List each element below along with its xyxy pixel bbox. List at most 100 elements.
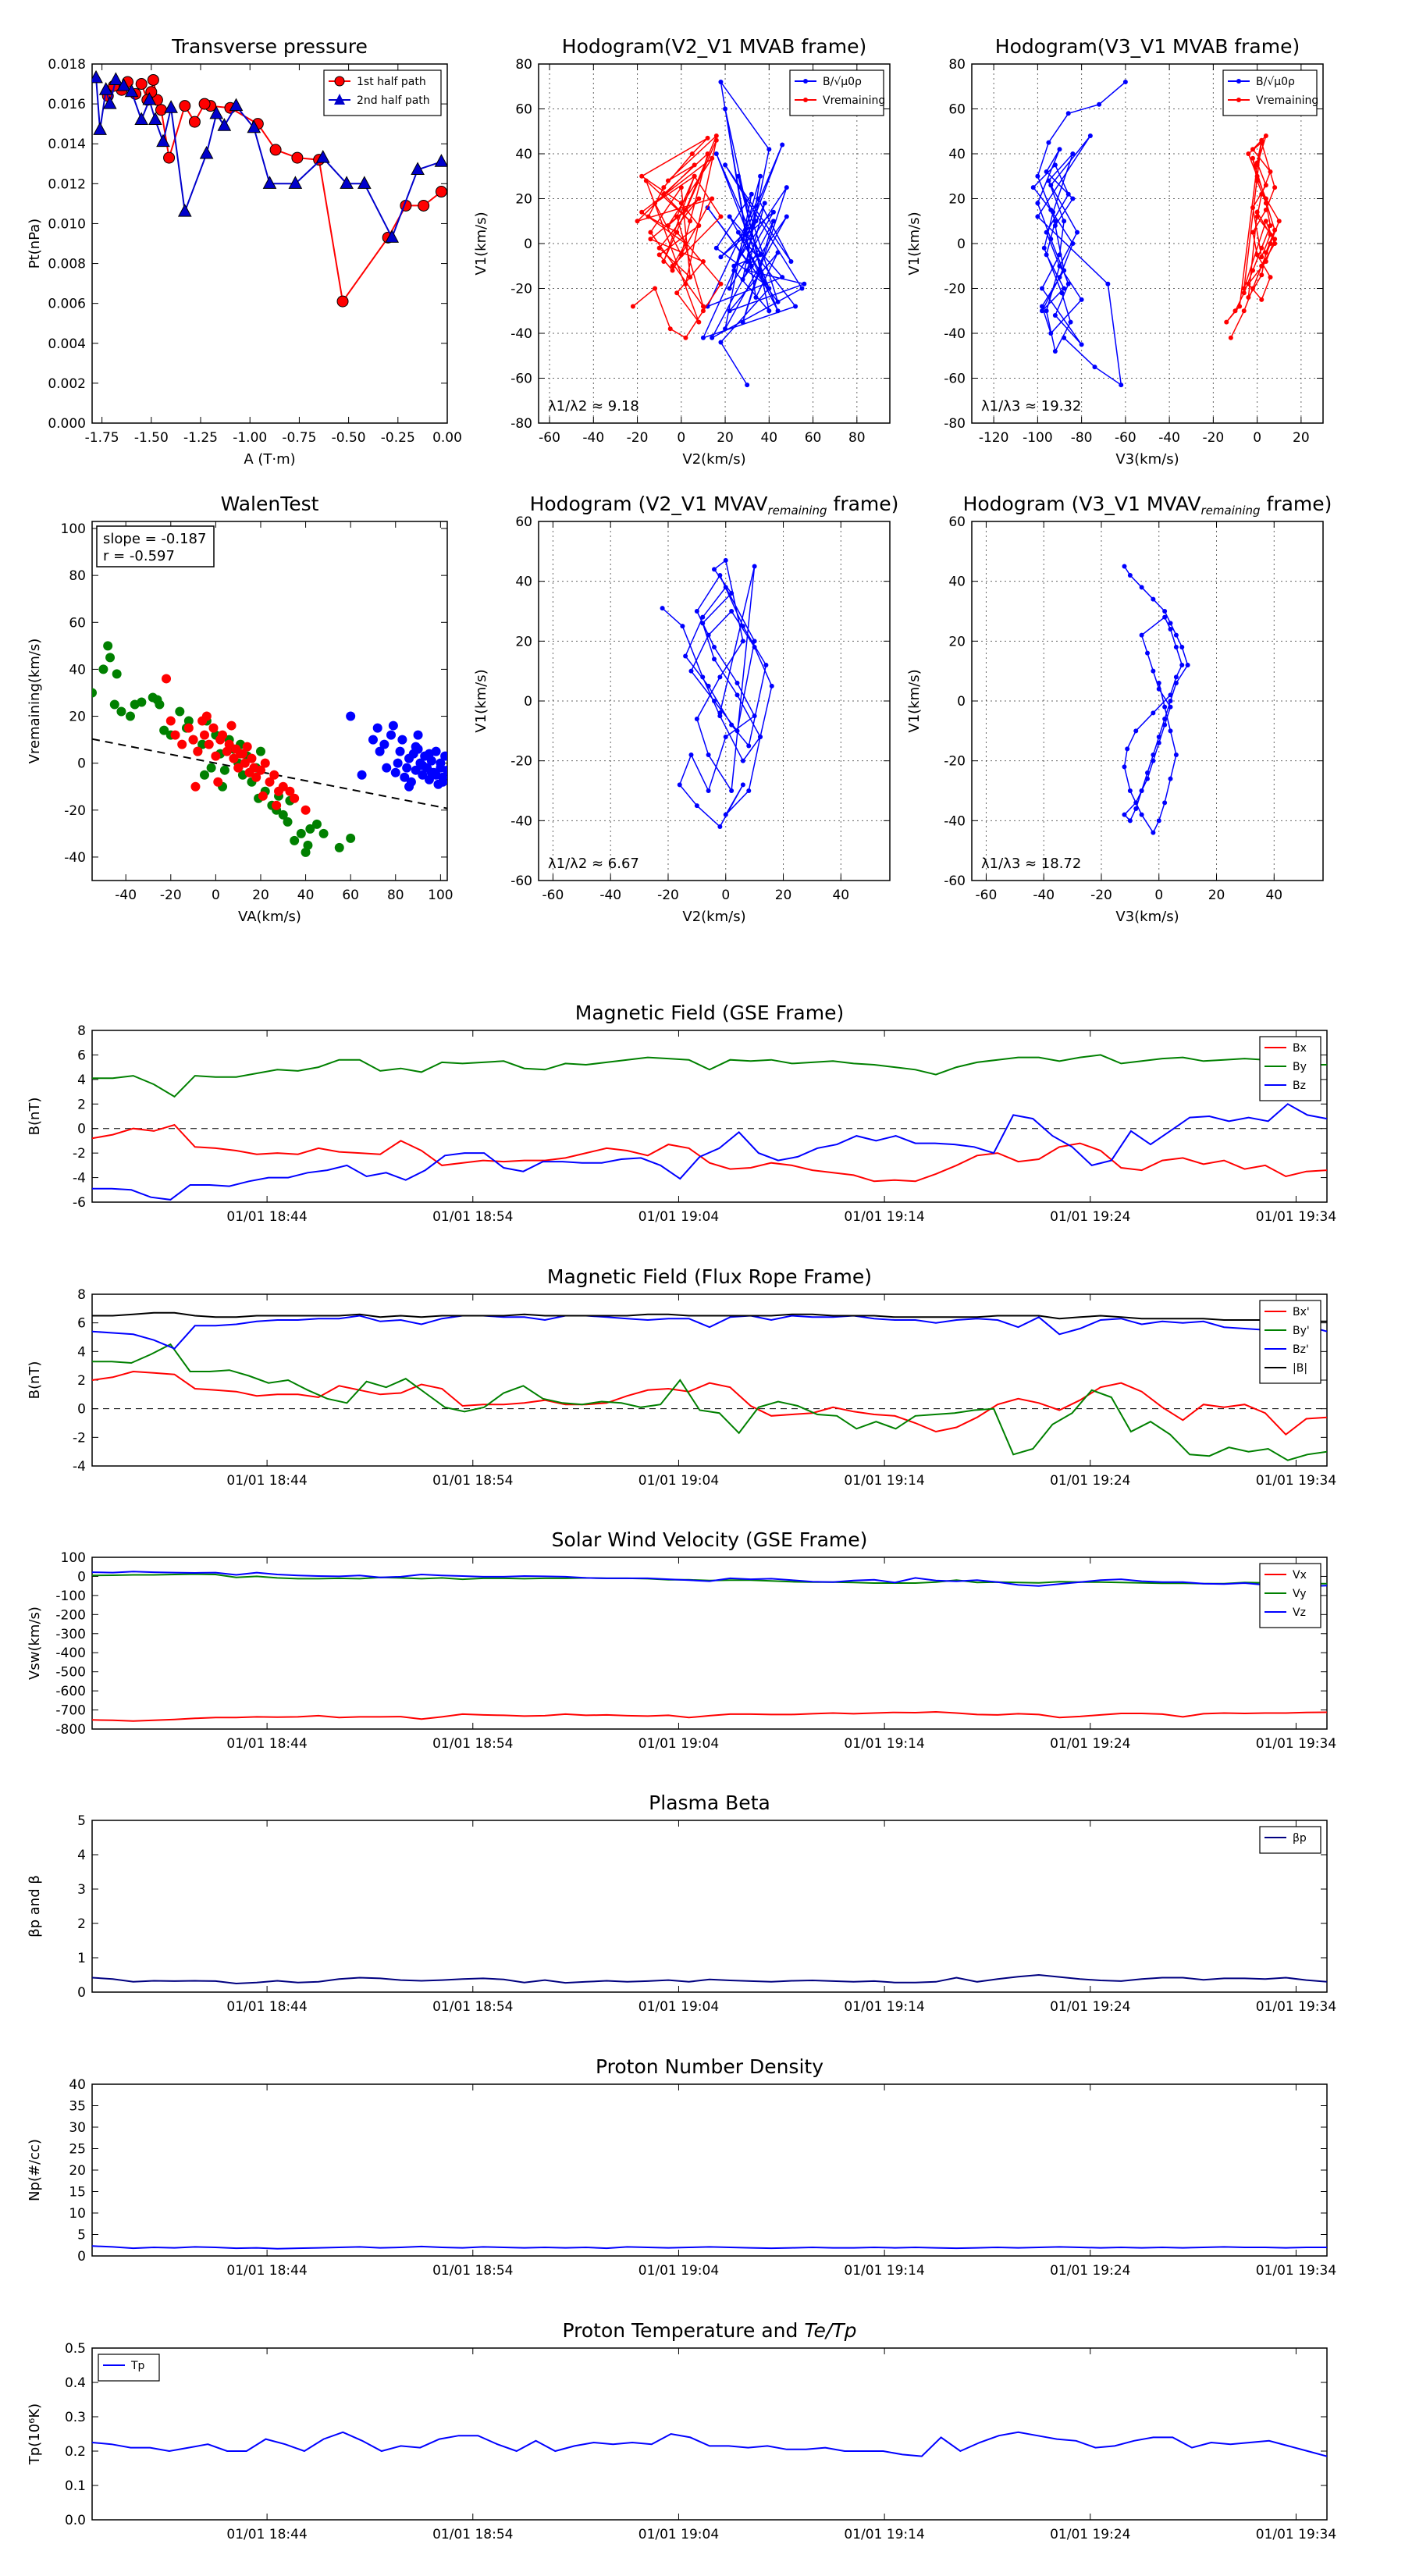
data-point [752, 639, 757, 644]
data-point [346, 833, 356, 843]
y-axis-label: Vremaining(km/s) [27, 639, 43, 764]
data-point [661, 185, 667, 190]
plot-frame [91, 2083, 1328, 2257]
x-axis-label: VA(km/s) [238, 909, 301, 925]
data-point [692, 173, 697, 179]
legend-label: βp [1293, 1832, 1307, 1845]
data-point [290, 835, 300, 845]
x-tick-label: -20 [627, 430, 649, 446]
x-tick-label: 01/01 18:44 [226, 1736, 307, 1752]
x-tick-label: -60 [542, 888, 564, 903]
data-point [1044, 229, 1049, 235]
data-point [1151, 596, 1156, 602]
x-tick-label: -1.25 [183, 430, 218, 446]
data-point [735, 728, 740, 734]
x-tick-label: -40 [599, 888, 621, 903]
data-point [183, 716, 194, 726]
chart-title: Transverse pressure [171, 35, 368, 58]
x-tick-label: 01/01 19:34 [1256, 1473, 1336, 1489]
series-line-0 [662, 559, 773, 828]
data-point [1168, 627, 1173, 632]
data-point [717, 674, 723, 680]
data-point [700, 308, 706, 314]
y-tick-label: 6 [77, 1316, 86, 1332]
data-point [1052, 349, 1058, 354]
data-point [229, 753, 239, 763]
data-point [799, 286, 805, 291]
y-tick-label: 0.012 [48, 176, 86, 192]
data-point [1041, 245, 1047, 251]
data-point [683, 207, 688, 212]
data-point [1173, 632, 1179, 638]
data-point [1062, 219, 1067, 224]
y-tick-label: -80 [510, 416, 532, 432]
data-point [729, 722, 735, 728]
data-point [1168, 699, 1173, 703]
x-tick-label: 01/01 19:14 [844, 1209, 924, 1225]
legend-label: 1st half path [357, 76, 426, 88]
x-tick-label: 01/01 18:44 [226, 1473, 307, 1489]
y-tick-label: -100 [55, 1589, 86, 1604]
data-point [258, 791, 268, 801]
data-point [219, 765, 229, 775]
x-tick-label: 01/01 18:44 [226, 2527, 307, 2542]
data-point [718, 214, 724, 219]
x-tick-label: -0.75 [282, 430, 316, 446]
data-point [177, 204, 192, 217]
data-point [727, 308, 732, 314]
data-point [1133, 800, 1139, 806]
data-point [1162, 609, 1168, 614]
data-point [731, 268, 737, 273]
data-point [177, 739, 187, 749]
data-point [770, 209, 776, 215]
data-point [92, 69, 103, 84]
legend-box [1259, 1826, 1321, 1854]
data-point [1048, 237, 1054, 242]
chart-title: Magnetic Field (Flux Rope Frame) [547, 1265, 872, 1288]
data-point [1127, 573, 1133, 578]
legend-marker [334, 94, 345, 105]
y-tick-label: 6 [77, 1048, 86, 1063]
data-point [700, 621, 706, 626]
y-axis-label: βp and β [27, 1875, 43, 1937]
data-point [1035, 173, 1040, 179]
data-point [1057, 252, 1062, 258]
legend-marker [803, 98, 808, 102]
data-point [411, 162, 425, 175]
data-point [1065, 281, 1071, 286]
data-point [411, 765, 421, 775]
data-point [418, 770, 428, 780]
x-tick-label: 60 [805, 430, 822, 446]
data-point [1062, 286, 1067, 291]
data-point [700, 304, 706, 309]
plot-frame [91, 521, 448, 881]
data-point [1070, 241, 1076, 246]
x-tick-label: -120 [979, 430, 1009, 446]
data-point [296, 828, 306, 838]
data-point [700, 259, 706, 264]
chart-transverse-pressure: Transverse pressure-1.75 -1.50 -1.25 -1.00-… [27, 35, 462, 468]
data-point [1048, 183, 1054, 188]
legend-label: Vy [1293, 1588, 1307, 1600]
y-tick-label: -400 [55, 1646, 86, 1661]
data-point [247, 119, 261, 133]
annotation-text: λ1/λ3 ≈ 18.72 [981, 856, 1081, 872]
data-point [435, 186, 447, 198]
data-point [729, 788, 735, 793]
data-point [694, 803, 699, 809]
data-point [1048, 331, 1054, 336]
data-point [740, 319, 745, 325]
data-point [1059, 290, 1065, 296]
data-point [784, 185, 789, 190]
data-point [301, 847, 311, 857]
data-point [336, 295, 349, 308]
data-point [1173, 674, 1179, 680]
data-point [229, 98, 244, 112]
data-point [1156, 681, 1161, 685]
plot-frame [91, 1820, 1328, 1993]
data-point [700, 674, 706, 680]
data-point [729, 609, 735, 614]
data-point [1151, 830, 1156, 835]
chart-title: Hodogram(V3_V1 MVAB frame) [995, 35, 1300, 58]
